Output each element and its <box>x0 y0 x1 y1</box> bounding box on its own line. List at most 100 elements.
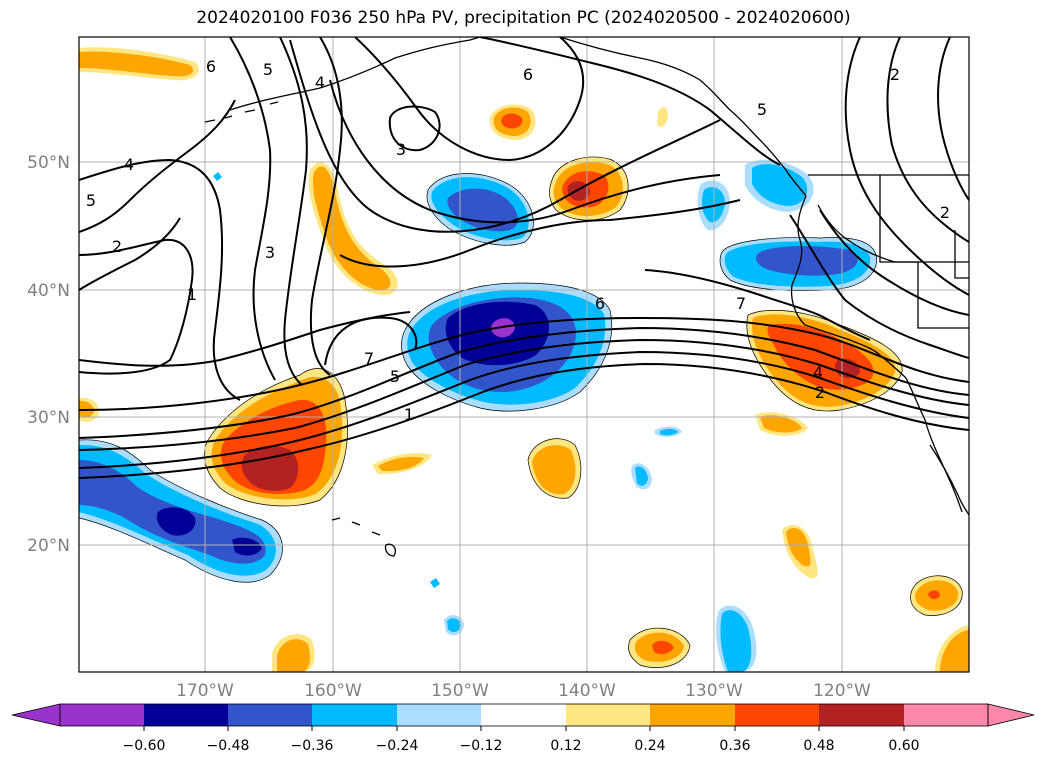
precip-negative-patch <box>213 172 222 181</box>
pv-contour <box>79 326 969 439</box>
pv-contour <box>79 316 969 411</box>
coastlines <box>204 37 969 557</box>
colorbar-bin <box>397 704 481 726</box>
precip-positive-patch <box>760 415 802 433</box>
colorbar-extend-high <box>987 703 1035 727</box>
colorbar-bin <box>144 704 228 726</box>
shading-outline <box>549 156 629 221</box>
contour-label: 2 <box>940 203 950 222</box>
pv-contour <box>844 37 969 296</box>
coastline-panhandle <box>729 109 807 197</box>
precip-positive-patch <box>241 445 299 491</box>
pv-contour <box>309 37 343 376</box>
colorbar-label: −0.36 <box>291 738 334 754</box>
pv-contour <box>229 37 276 381</box>
pv-contour <box>329 79 721 224</box>
contour-labels: 6 5 4 6 5 3 2 4 5 2 3 1 7 5 1 6 7 2 4 2 <box>86 57 950 424</box>
pv-contour <box>479 37 781 166</box>
contour-label: 3 <box>396 140 406 159</box>
colorbar: −0.60 −0.48 −0.36 −0.24 −0.12 0.12 0.24 … <box>11 703 1035 754</box>
colorbar-label: 0.48 <box>803 738 834 754</box>
contour-label: 2 <box>112 237 122 256</box>
pv-contour <box>789 214 969 359</box>
map-title: 2024020100 F036 250 hPa PV, precipitatio… <box>196 8 851 28</box>
coastline-or-ca <box>804 324 907 379</box>
lon-tick-label: 160°W <box>304 681 362 701</box>
pv-contour <box>644 269 871 341</box>
precip-negative-patch <box>232 537 262 556</box>
precip-negative-patch <box>635 466 648 486</box>
precip-negative-patch <box>447 188 518 232</box>
precip-positive-patch <box>657 107 668 127</box>
colorbar-label: 0.60 <box>888 738 919 754</box>
lon-tick-label: 170°W <box>176 681 234 701</box>
lon-tick-label: 140°W <box>558 681 616 701</box>
colorbar-ticks <box>143 726 905 731</box>
pv-contour <box>339 199 741 268</box>
coastline-alaska <box>229 37 481 111</box>
contour-label: 7 <box>736 294 746 313</box>
colorbar-outline <box>59 703 989 727</box>
lat-tick-label: 50°N <box>27 153 70 173</box>
pv-contours <box>79 37 969 479</box>
lon-tick-label: 120°W <box>813 681 871 701</box>
colorbar-extend-low <box>11 703 61 727</box>
pv-contour <box>79 338 969 451</box>
lon-tick-label: 130°W <box>685 681 743 701</box>
colorbar-bin <box>481 704 566 726</box>
contour-label: 6 <box>523 65 533 84</box>
pv-contour <box>79 362 969 479</box>
coastline-mainland-mx <box>929 444 969 516</box>
shading-outline <box>79 439 283 583</box>
precip-positive-patch <box>928 590 940 600</box>
colorbar-label: −0.24 <box>376 738 419 754</box>
colorbar-bin <box>228 704 312 726</box>
pv-contour <box>354 37 585 162</box>
precip-positive-patch <box>501 113 523 129</box>
colorbar-bin <box>566 704 650 726</box>
pv-contour <box>79 350 969 469</box>
pv-contour <box>79 238 194 375</box>
precip-negative-patch <box>752 164 808 206</box>
colorbar-bin <box>650 704 735 726</box>
contour-label: 5 <box>263 60 273 79</box>
colorbar-label: −0.48 <box>207 738 250 754</box>
contour-label: 5 <box>390 367 400 386</box>
lat-tick-label: 30°N <box>27 408 70 428</box>
pv-contour <box>819 209 969 316</box>
lon-tick-labels: 170°W 160°W 150°W 140°W 130°W 120°W <box>176 681 871 701</box>
pv-contour <box>79 217 181 291</box>
precip-negative-patch <box>430 578 440 588</box>
colorbar-bin <box>735 704 819 726</box>
precip-positive-patch <box>378 456 424 472</box>
lat-tick-label: 40°N <box>27 281 70 301</box>
contour-label: 2 <box>890 65 900 84</box>
coastline-baja <box>905 377 963 513</box>
coastline-aleutians <box>204 101 279 123</box>
colorbar-label: −0.60 <box>123 738 166 754</box>
contour-label: 1 <box>187 285 197 304</box>
pv-contour <box>79 158 241 401</box>
contour-label: 4 <box>124 155 134 174</box>
precip-negative-patch <box>156 507 196 536</box>
precip-negative-patch <box>755 246 858 276</box>
precip-positive-patch <box>786 528 811 567</box>
coastline-hawaii <box>331 517 396 557</box>
colorbar-label: 0.12 <box>550 738 581 754</box>
precip-negative-patch <box>720 610 752 672</box>
pv-contour <box>79 99 236 233</box>
border-state <box>954 230 969 279</box>
shading-outline <box>401 282 613 412</box>
precip-positive-patch <box>532 445 576 495</box>
lat-tick-label: 20°N <box>27 536 70 556</box>
precip-negative-patch <box>447 618 461 633</box>
colorbar-label: 0.24 <box>634 738 665 754</box>
shading-outline <box>426 173 534 246</box>
lat-tick-labels: 50°N 40°N 30°N 20°N <box>27 153 70 556</box>
shading-outline <box>628 627 691 668</box>
map-content: 6 5 4 6 5 3 2 4 5 2 3 1 7 5 1 6 7 2 4 2 <box>79 37 969 672</box>
contour-label: 1 <box>404 405 414 424</box>
contour-label: 4 <box>813 363 823 382</box>
contour-label: 2 <box>815 383 825 402</box>
